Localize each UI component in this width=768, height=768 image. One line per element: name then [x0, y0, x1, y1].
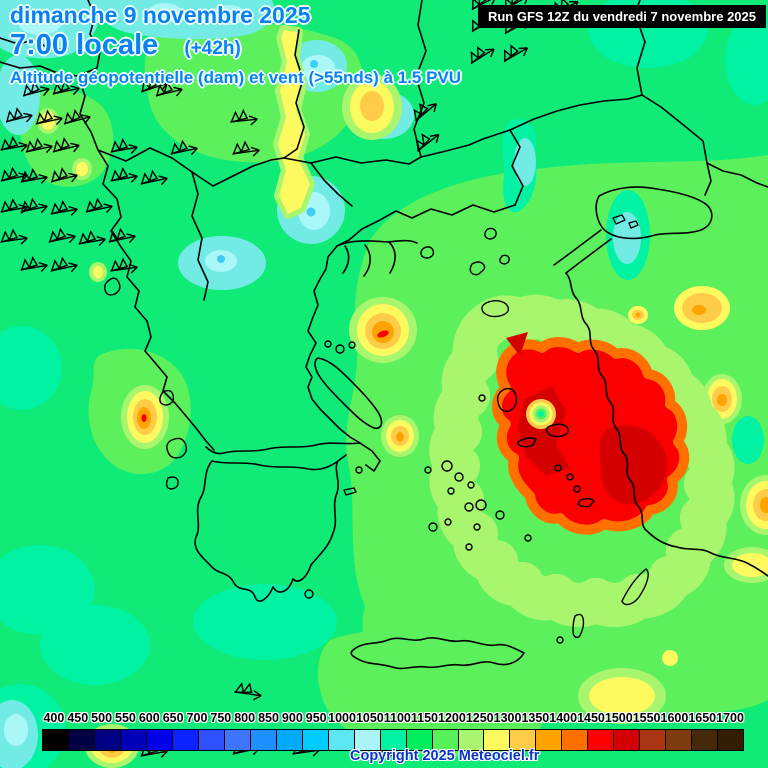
legend-cell	[224, 730, 251, 750]
legend-value: 1450	[577, 711, 605, 725]
legend-cell	[510, 730, 537, 750]
legend-cell	[536, 730, 563, 750]
legend-value: 550	[115, 711, 136, 725]
legend-value: 1600	[660, 711, 689, 725]
legend-cell	[172, 730, 199, 750]
legend-cell	[458, 730, 485, 750]
legend-cell	[120, 730, 147, 750]
legend-cell	[380, 730, 407, 750]
legend-value: 700	[186, 711, 208, 725]
legend-cell	[666, 730, 693, 750]
field-main-maximum	[451, 317, 712, 605]
legend-value: 1300	[493, 711, 522, 725]
forecast-offset: (+42h)	[184, 37, 241, 59]
legend-value: 1100	[383, 711, 411, 725]
legend-cell	[68, 730, 95, 750]
header-block: dimanche 9 novembre 2025 7:00 locale (+4…	[10, 2, 462, 88]
legend-cell	[562, 730, 589, 750]
legend-value: 1500	[604, 711, 633, 725]
legend-labels: 400 450 500 550 600 650 700 750 800 850 900 950 1000…	[42, 711, 744, 728]
copyright-text: Copyright 2025 Meteociel.fr	[350, 748, 540, 764]
legend-cell	[484, 730, 511, 750]
legend-cell	[198, 730, 225, 750]
legend-value: 850	[258, 711, 279, 725]
color-scale-legend: 400 450 500 550 600 650 700 750 800 850 900 950 1000…	[42, 711, 744, 751]
legend-value: 1050	[355, 711, 384, 725]
valid-time: 7:00 locale	[10, 28, 159, 61]
legend-cell	[588, 730, 615, 750]
legend-value: 1150	[410, 711, 438, 725]
legend-cell	[406, 730, 433, 750]
map-parameter-title: Altitude géopotentielle (dam) et vent (>…	[10, 68, 462, 88]
legend-value: 950	[305, 711, 327, 725]
valid-date: dimanche 9 novembre 2025	[10, 2, 311, 28]
legend-value: 500	[91, 711, 113, 725]
islands	[104, 227, 649, 644]
legend-value: 650	[162, 711, 184, 725]
legend-value: 400	[43, 711, 65, 725]
legend-cell	[43, 730, 69, 750]
legend-value: 1700	[716, 711, 744, 725]
legend-cell	[692, 730, 719, 750]
legend-cell	[614, 730, 641, 750]
field-palecyan-cores	[4, 3, 335, 746]
model-run-box: Run GFS 12Z du vendredi 7 novembre 2025	[477, 5, 766, 28]
legend-cell	[146, 730, 173, 750]
coastlines-borders	[0, 0, 768, 670]
legend-cell	[432, 730, 459, 750]
legend-value: 1550	[632, 711, 661, 725]
legend-value: 1200	[438, 711, 466, 725]
legend-value: 1650	[688, 711, 717, 725]
legend-cell	[354, 730, 381, 750]
legend-value: 1250	[465, 711, 494, 725]
field-warm-spots	[85, 74, 768, 768]
legend-value: 450	[67, 711, 89, 725]
legend-cell	[718, 730, 744, 750]
legend-value: 1000	[328, 711, 356, 725]
legend-cell	[250, 730, 277, 750]
legend-cell	[276, 730, 303, 750]
legend-value: 600	[138, 711, 160, 725]
legend-value: 1400	[549, 711, 578, 725]
legend-value: 900	[281, 711, 303, 725]
field-deepcyan-dots	[165, 11, 318, 263]
legend-value: 800	[234, 711, 256, 725]
legend-cell	[640, 730, 667, 750]
legend-cell	[94, 730, 121, 750]
legend-value: 750	[210, 711, 232, 725]
legend-cell	[328, 730, 355, 750]
legend-value: 1350	[521, 711, 550, 725]
field-yellow-band	[273, 25, 315, 219]
legend-cell	[302, 730, 329, 750]
legend-bar	[42, 729, 744, 751]
